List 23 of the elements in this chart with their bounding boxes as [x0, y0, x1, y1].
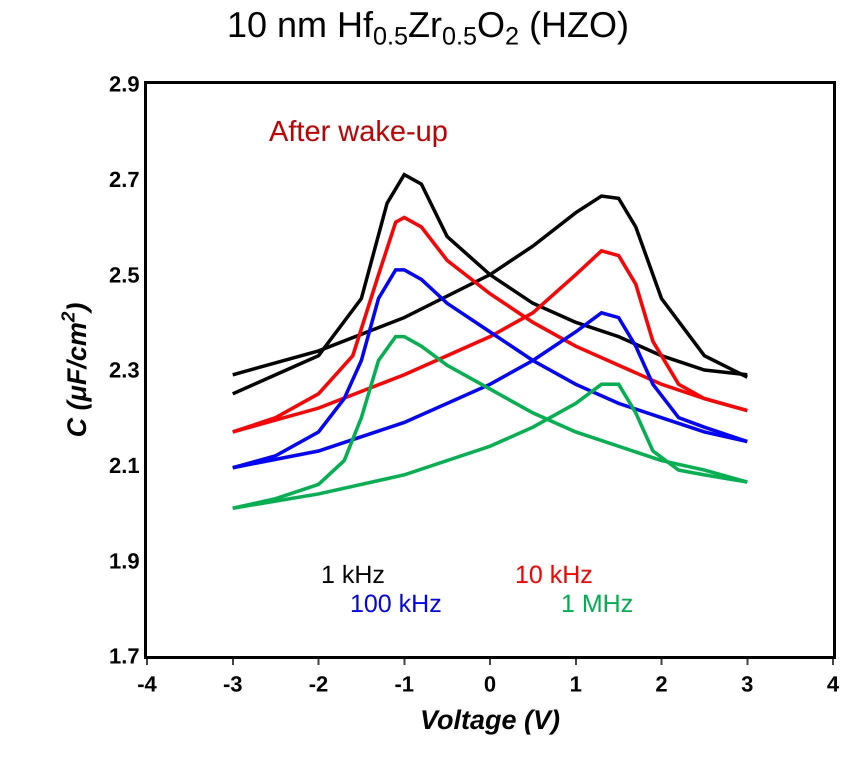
text: 1 MHz — [561, 590, 634, 618]
text: 100 kHz — [350, 590, 442, 618]
text: 1 kHz — [321, 561, 385, 589]
y-tick-label: 2.3 — [109, 358, 140, 383]
x-tick-label: -2 — [308, 671, 328, 696]
x-tick-label: 0 — [484, 671, 496, 696]
x-tick-label: 1 — [570, 671, 582, 696]
x-tick-label: 4 — [826, 671, 840, 696]
x-axis-title: Voltage (V) — [420, 704, 560, 735]
y-tick-label: 2.5 — [109, 262, 140, 288]
x-tick-label: -3 — [222, 671, 243, 696]
y-tick-label: 1.7 — [109, 644, 140, 669]
chart-title: 10 nm Hf$_{0.5}$Zr$_{0.5}$O$_{2}$ (HZO) — [226, 4, 630, 50]
x-tick-label: 3 — [741, 671, 754, 696]
y-tick-label: 2.9 — [109, 72, 140, 97]
y-tick-label: 2.1 — [109, 453, 140, 478]
annotation: After wake-up — [269, 116, 448, 148]
y-tick-label: 1.9 — [109, 548, 140, 574]
x-tick-label: 2 — [655, 671, 668, 696]
text: 10 kHz — [515, 561, 593, 589]
y-tick-label: 2.7 — [109, 167, 140, 192]
x-tick-label: -1 — [394, 671, 414, 696]
x-tick-label: -4 — [137, 671, 158, 696]
